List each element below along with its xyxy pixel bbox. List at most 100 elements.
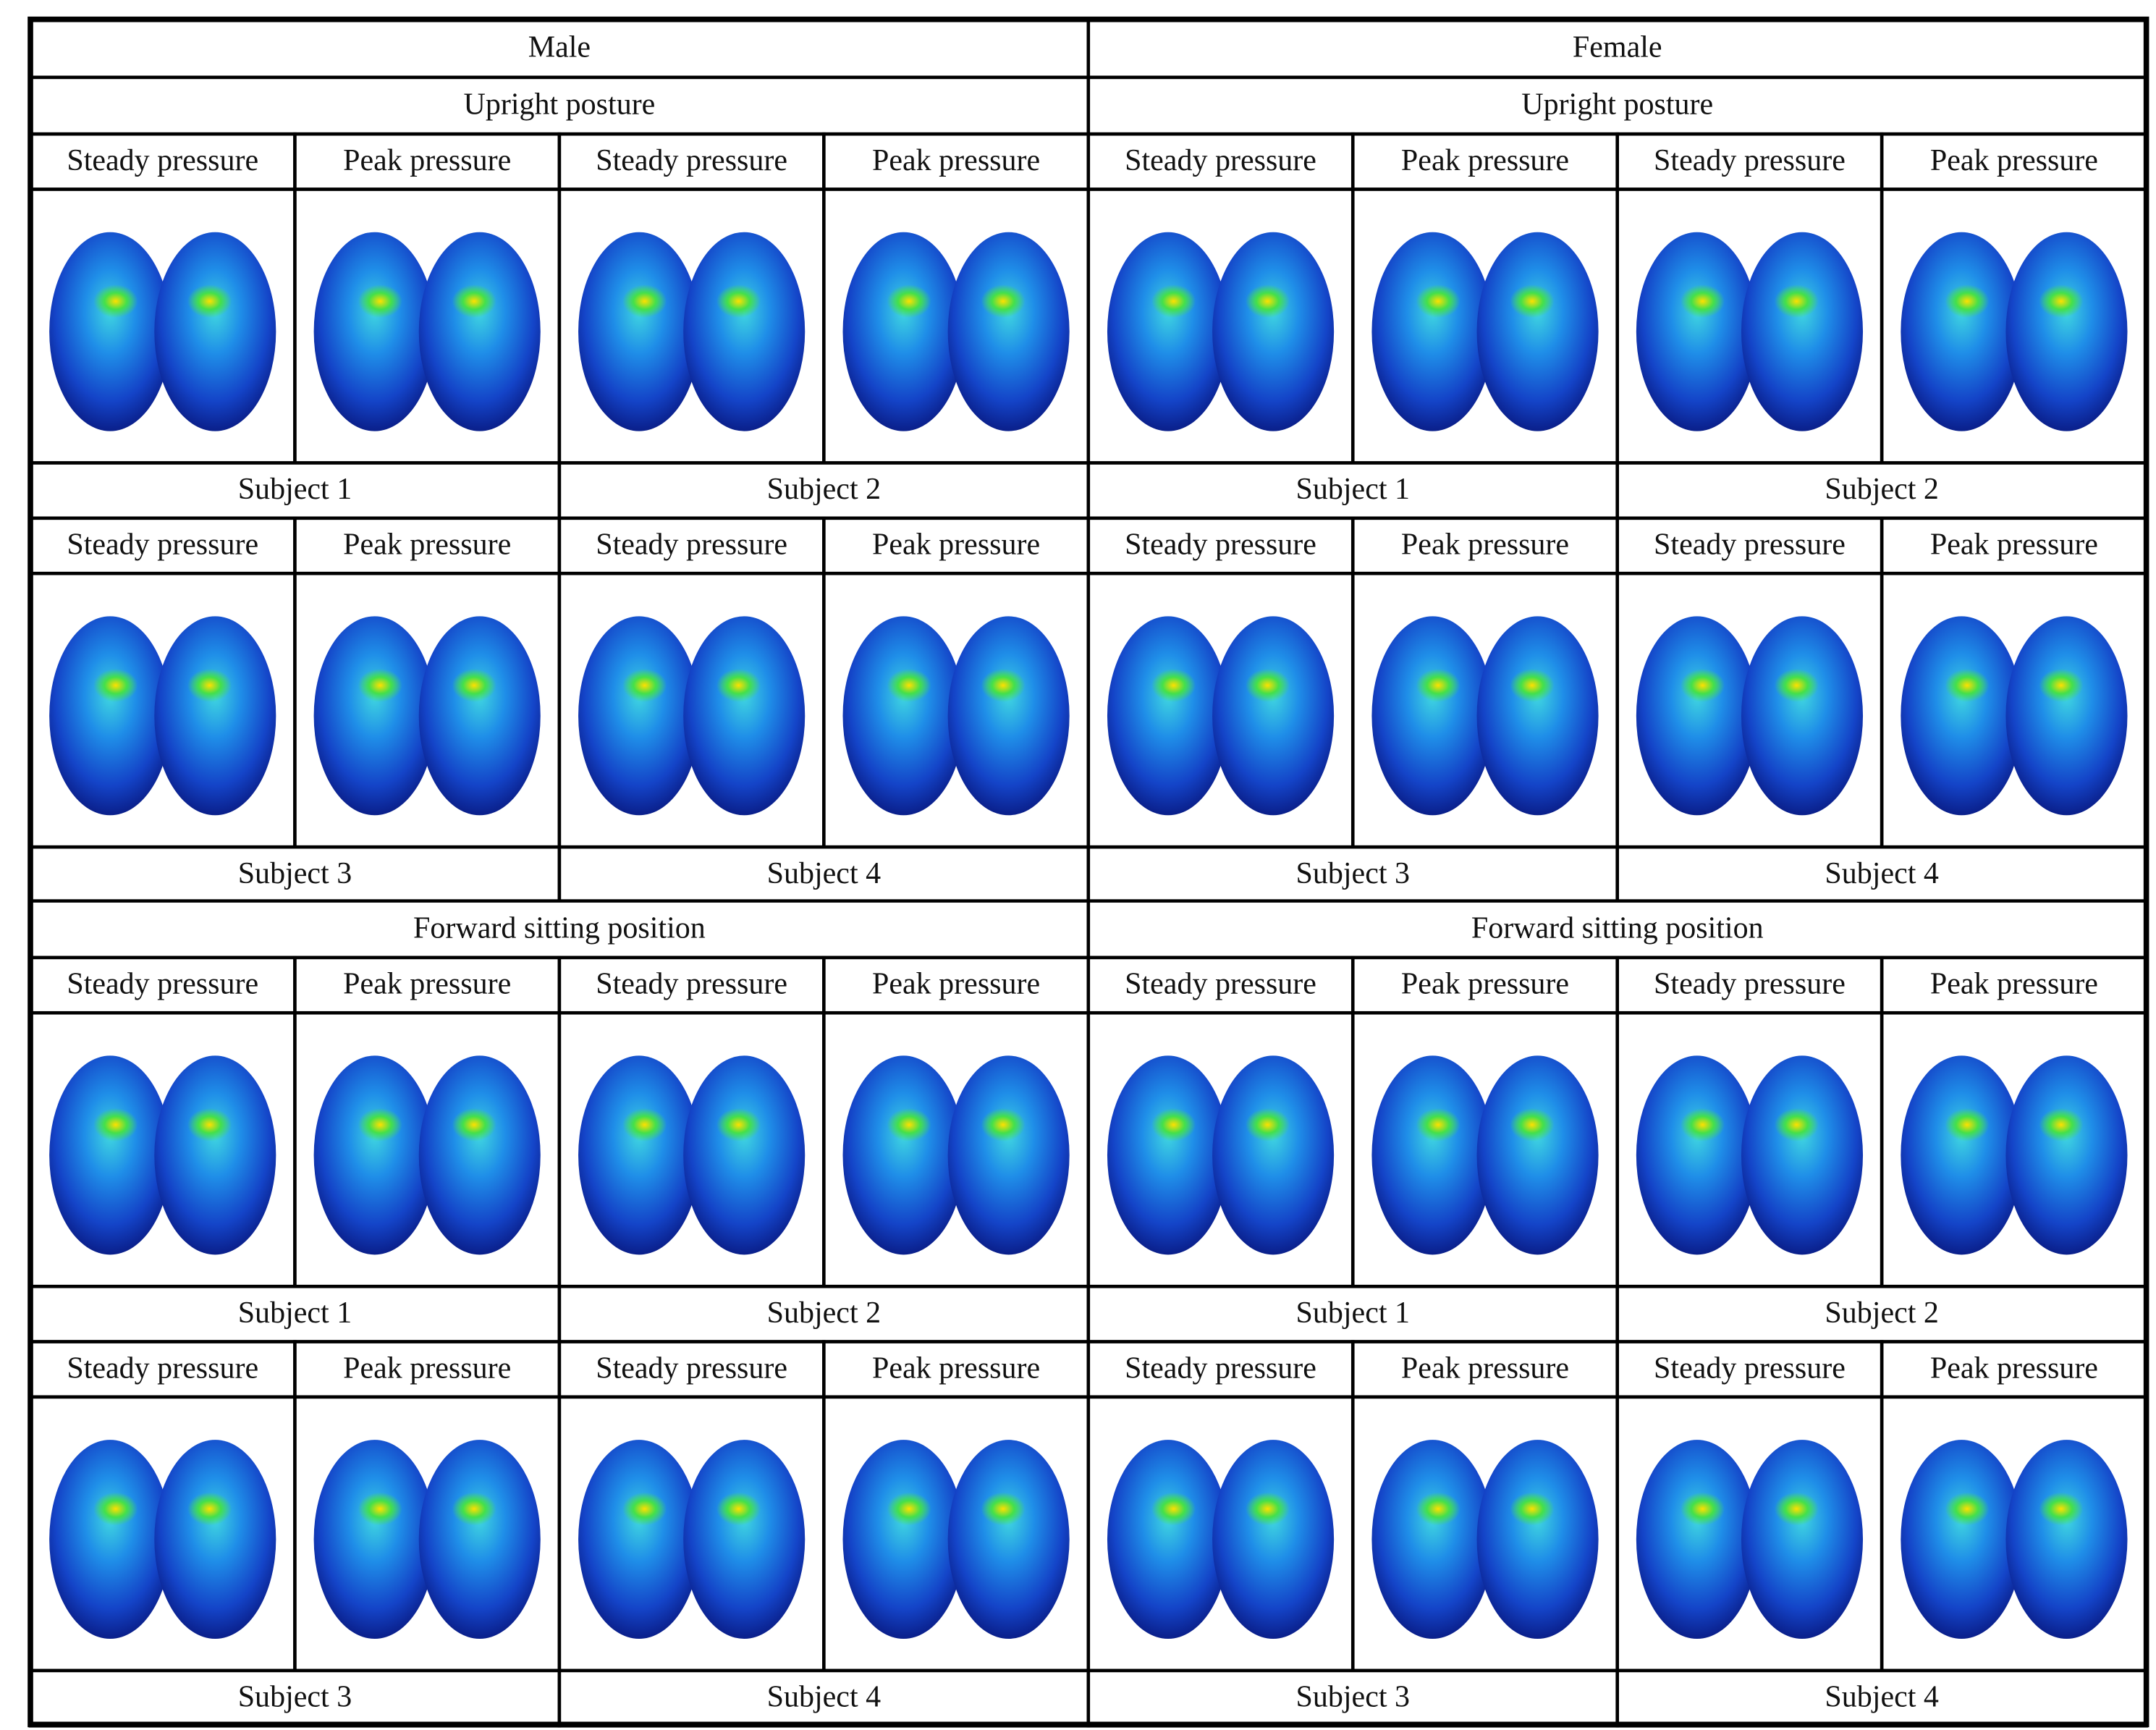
- pressure-hotspot: [452, 1492, 496, 1526]
- map-column-header: Steady pressure: [67, 144, 258, 177]
- pressure-hotspot: [1416, 1492, 1460, 1526]
- subject-label: Subject 3: [238, 1681, 352, 1714]
- pressure-map: [842, 1055, 1070, 1255]
- subject-label-cell: [557, 1668, 1091, 1728]
- subject-label: Subject 3: [1296, 1681, 1411, 1714]
- pressure-lobe: [947, 1440, 1070, 1640]
- map-column-header-cell: [1615, 955, 1884, 1015]
- posture-title: Upright posture: [1521, 88, 1713, 122]
- pressure-lobe: [49, 616, 172, 816]
- pressure-map: [1901, 1440, 2128, 1640]
- pressure-lobe: [1371, 616, 1494, 816]
- pressure-lobe: [1371, 1055, 1494, 1255]
- map-column-header-cell: [1350, 955, 1620, 1015]
- map-column-header: Steady pressure: [67, 968, 258, 1001]
- map-column-header: Peak pressure: [1401, 528, 1569, 562]
- pressure-map: [1371, 616, 1599, 816]
- subject-label: Subject 1: [238, 473, 352, 506]
- pressure-lobe: [947, 616, 1070, 816]
- pressure-lobe: [418, 616, 541, 816]
- subject-label-cell: [1086, 1668, 1620, 1728]
- subject-label-cell: [1615, 845, 2148, 904]
- pressure-lobe: [1636, 1440, 1758, 1640]
- pressure-hotspot: [1680, 1107, 1725, 1142]
- map-column-header: Peak pressure: [1401, 144, 1569, 177]
- pressure-lobe: [842, 232, 965, 431]
- subject-label: Subject 4: [1825, 1681, 1939, 1714]
- pressure-lobe: [842, 1055, 965, 1255]
- pressure-hotspot: [1945, 668, 1990, 702]
- pressure-map: [1371, 232, 1599, 431]
- pressure-lobe: [683, 1440, 806, 1640]
- pressure-lobe: [1107, 232, 1230, 431]
- pressure-map: [578, 232, 806, 431]
- map-column-header: Steady pressure: [1125, 1351, 1316, 1385]
- pressure-hotspot: [981, 1492, 1026, 1526]
- pressure-lobe: [2005, 1440, 2128, 1640]
- map-column-header: Peak pressure: [1930, 1351, 2098, 1385]
- pressure-hotspot: [2039, 1492, 2084, 1526]
- pressure-hotspot: [358, 284, 402, 318]
- pressure-hotspot: [187, 1107, 232, 1142]
- map-column-header: Steady pressure: [67, 528, 258, 562]
- pressure-lobe: [683, 616, 806, 816]
- map-column-header-cell: [1880, 516, 2148, 575]
- posture-title-cell: [28, 75, 1091, 136]
- pressure-hotspot: [981, 284, 1026, 318]
- pressure-hotspot: [622, 668, 667, 702]
- map-column-header-cell: [1086, 132, 1355, 191]
- pressure-hotspot: [1510, 1492, 1555, 1526]
- pressure-map: [1636, 616, 1864, 816]
- pressure-lobe: [154, 1055, 276, 1255]
- pressure-hotspot: [1510, 1107, 1555, 1142]
- posture-title: Upright posture: [463, 88, 655, 122]
- posture-title-cell: [1086, 899, 2148, 960]
- pressure-map: [1636, 232, 1864, 431]
- map-column-header-cell: [1350, 516, 1620, 575]
- map-column-header-cell: [1615, 132, 1884, 191]
- pressure-map: [1107, 232, 1335, 431]
- map-column-header-cell: [293, 955, 562, 1015]
- posture-title-cell: [1086, 75, 2148, 136]
- pressure-map: [49, 1055, 276, 1255]
- pressure-hotspot: [887, 1107, 931, 1142]
- pressure-map: [313, 1055, 541, 1255]
- map-column-header: Steady pressure: [1125, 144, 1316, 177]
- pressure-lobe: [1741, 1440, 1864, 1640]
- posture-title: Forward sitting position: [413, 911, 706, 945]
- map-column-header-cell: [557, 132, 826, 191]
- pressure-hotspot: [1416, 284, 1460, 318]
- map-column-header-cell: [1350, 132, 1620, 191]
- pressure-map: [49, 232, 276, 431]
- pressure-lobe: [1636, 616, 1758, 816]
- pressure-lobe: [1476, 1440, 1599, 1640]
- pressure-hotspot: [1945, 284, 1990, 318]
- subject-label: Subject 1: [1296, 1296, 1411, 1330]
- subject-label: Subject 2: [767, 473, 882, 506]
- pressure-hotspot: [93, 668, 138, 702]
- subject-label-cell: [1615, 1668, 2148, 1728]
- map-column-header: Peak pressure: [343, 144, 511, 177]
- pressure-hotspot: [358, 1107, 402, 1142]
- map-column-header-cell: [1086, 955, 1355, 1015]
- pressure-map: [1901, 616, 2128, 816]
- pressure-lobe: [154, 1440, 276, 1640]
- pressure-hotspot: [622, 1492, 667, 1526]
- pressure-hotspot: [1774, 1107, 1819, 1142]
- pressure-hotspot: [187, 284, 232, 318]
- pressure-hotspot: [1680, 668, 1725, 702]
- pressure-lobe: [313, 232, 436, 431]
- pressure-hotspot: [622, 284, 667, 318]
- map-column-header: Steady pressure: [596, 528, 787, 562]
- map-column-header: Peak pressure: [1401, 968, 1569, 1001]
- pressure-lobe: [683, 1055, 806, 1255]
- pressure-map: [842, 232, 1070, 431]
- pressure-lobe: [842, 1440, 965, 1640]
- map-column-header: Steady pressure: [1125, 528, 1316, 562]
- pressure-hotspot: [1945, 1492, 1990, 1526]
- pressure-lobe: [154, 616, 276, 816]
- pressure-lobe: [1901, 616, 2023, 816]
- pressure-lobe: [1901, 232, 2023, 431]
